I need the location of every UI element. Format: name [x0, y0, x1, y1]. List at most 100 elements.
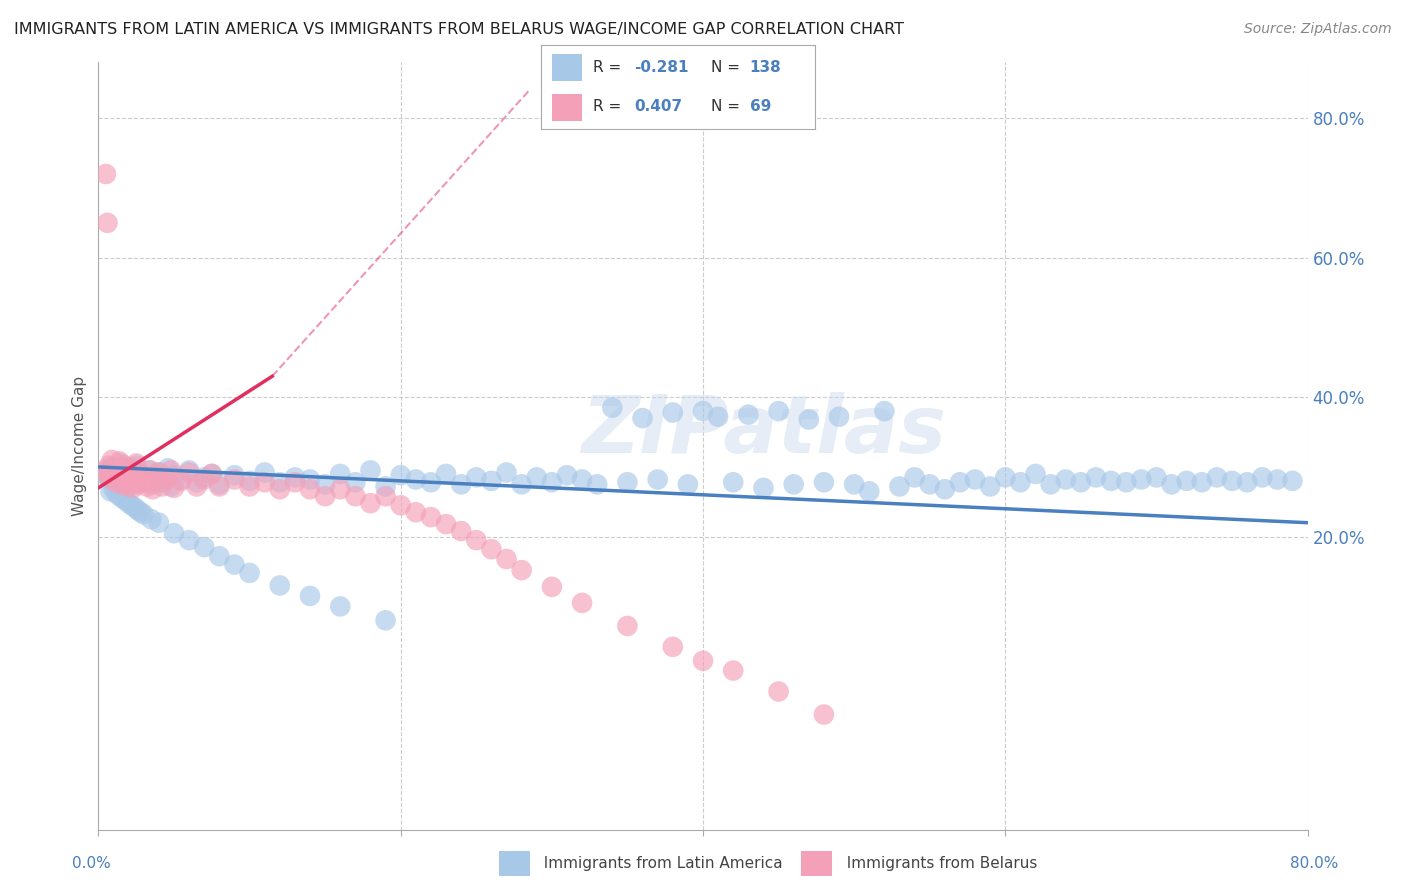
Point [374, 479, 396, 493]
Point [118, 496, 141, 510]
Point [707, 409, 730, 424]
Point [239, 479, 262, 493]
Point [1115, 475, 1137, 490]
Point [420, 475, 443, 490]
Point [284, 475, 307, 490]
Point [170, 473, 193, 487]
Point [723, 664, 745, 678]
Point [104, 477, 127, 491]
Text: ZIPatlas: ZIPatlas [581, 392, 946, 470]
Point [481, 542, 503, 557]
Text: Immigrants from Belarus: Immigrants from Belarus [837, 856, 1038, 871]
Point [114, 470, 136, 484]
Point [299, 589, 322, 603]
Point [1281, 474, 1303, 488]
Point [661, 405, 683, 419]
Point [114, 493, 136, 508]
Point [111, 466, 134, 480]
Point [1160, 477, 1182, 491]
Point [105, 486, 128, 500]
Point [114, 470, 136, 484]
Text: R =: R = [593, 99, 627, 114]
Point [495, 552, 517, 566]
Point [98, 458, 121, 473]
Point [1144, 470, 1167, 484]
Point [96, 468, 118, 483]
Point [571, 473, 593, 487]
Point [153, 470, 176, 484]
Text: 0.0%: 0.0% [72, 856, 111, 871]
Point [148, 516, 170, 530]
Point [163, 468, 186, 483]
Point [150, 479, 173, 493]
Point [314, 477, 336, 491]
Point [1099, 474, 1122, 488]
Point [1251, 470, 1274, 484]
Point [127, 503, 149, 517]
Point [1220, 474, 1243, 488]
Point [155, 473, 177, 487]
Point [110, 475, 132, 490]
Point [94, 167, 117, 181]
Point [208, 477, 231, 491]
Point [1267, 473, 1289, 487]
Point [329, 467, 352, 481]
Point [132, 475, 155, 490]
Point [253, 466, 276, 480]
Text: Immigrants from Latin America: Immigrants from Latin America [534, 856, 783, 871]
Point [828, 409, 851, 424]
Point [145, 468, 167, 483]
Point [253, 475, 276, 490]
Point [495, 466, 517, 480]
Point [360, 463, 382, 477]
Point [1206, 470, 1229, 484]
Point [844, 477, 866, 491]
Point [1039, 477, 1062, 491]
Point [540, 475, 562, 490]
Point [239, 474, 262, 488]
Point [692, 404, 714, 418]
Point [100, 484, 122, 499]
Point [110, 477, 132, 491]
Text: 80.0%: 80.0% [1291, 856, 1339, 871]
Point [1070, 475, 1092, 490]
Text: N =: N = [711, 60, 745, 75]
Point [510, 477, 533, 491]
Text: 69: 69 [749, 99, 770, 114]
Point [1024, 467, 1046, 481]
Point [124, 468, 146, 483]
Point [661, 640, 683, 654]
Point [269, 482, 291, 496]
Point [858, 484, 880, 499]
Point [107, 470, 129, 484]
FancyBboxPatch shape [553, 54, 582, 81]
Point [179, 533, 201, 548]
Point [208, 479, 231, 493]
Point [129, 473, 152, 487]
Point [586, 477, 609, 491]
Point [101, 453, 124, 467]
Point [193, 473, 215, 487]
Point [979, 479, 1001, 493]
Point [107, 468, 129, 483]
Point [224, 473, 246, 487]
Point [118, 461, 141, 475]
Point [94, 463, 117, 477]
Point [1236, 475, 1258, 490]
Point [224, 558, 246, 572]
Point [299, 473, 322, 487]
Point [160, 479, 183, 493]
Point [101, 459, 124, 474]
Point [128, 466, 150, 480]
Point [94, 467, 117, 481]
Point [125, 458, 148, 473]
Point [129, 505, 152, 519]
Point [314, 489, 336, 503]
Point [121, 461, 143, 475]
Point [111, 491, 134, 506]
Point [170, 474, 193, 488]
Point [344, 489, 367, 503]
Point [526, 470, 548, 484]
Point [389, 468, 412, 483]
Text: N =: N = [711, 99, 745, 114]
